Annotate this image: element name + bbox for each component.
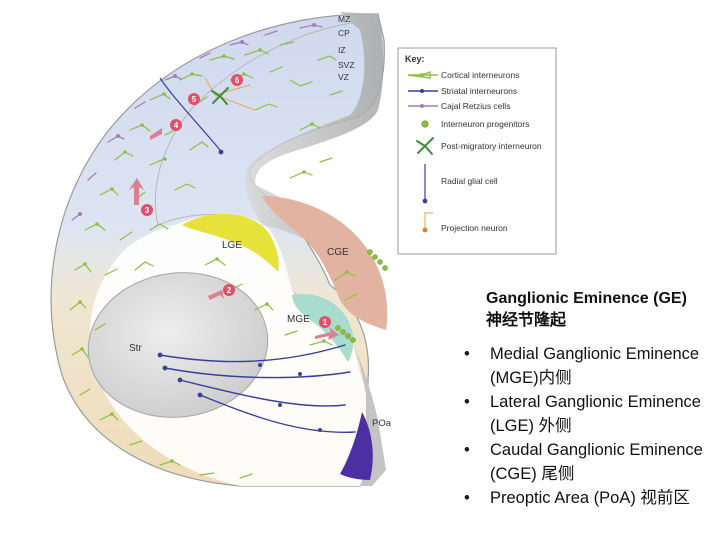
legend-label-cortical: Cortical interneurons [441,70,519,80]
layer-label-vz: VZ [338,72,349,82]
step-marker-5 [188,93,200,105]
legend-label-striatal: Striatal interneurons [441,86,517,96]
cortical-neuron-somata [78,48,349,463]
legend-item-progenitors: Interneuron progenitors [421,119,529,129]
legend-item-post-migratory: Post-migratory interneuron [416,137,542,155]
panel-subtitle: 神经节隆起 [486,310,567,329]
legend-label-cajal: Cajal Retzius cells [441,101,510,111]
step-label-2: 2 [227,286,232,295]
legend-label-projection: Projection neuron [441,223,508,233]
legend-item-projection: Projection neuron [422,212,508,233]
bullet-cge: • Caudal Ganglionic Eminence (CGE) 尾侧 [460,438,706,486]
step-label-4: 4 [174,121,179,130]
bullet-text-poa: Preoptic Area (PoA) 视前区 [490,489,690,507]
lge-region [182,213,279,272]
bullet-icon: • [464,489,470,507]
step-marker-4 [170,119,182,131]
bullet-poa: • Preoptic Area (PoA) 视前区 [460,486,706,510]
medial-rim-lower [352,340,386,486]
radial-glial-soma [218,149,224,155]
legend-item-cajal: Cajal Retzius cells [408,101,510,111]
striatal-somata [157,352,322,432]
step-label-5: 5 [192,95,197,104]
post-migratory-interneuron [211,87,229,105]
bullet-text-mge: Medial Ganglionic Eminence (MGE)内侧 [490,345,700,387]
bullet-text-cge: Caudal Ganglionic Eminence (CGE) 尾侧 [490,441,703,483]
mge-region [292,294,354,362]
post-migratory-neuron-icon [416,137,434,155]
region-bullet-list: • Medial Ganglionic Eminence (MGE)内侧 • Lat… [460,342,706,510]
step-markers: 1 2 3 4 5 6 [141,74,331,328]
bullet-icon: • [464,345,470,363]
bullet-text-lge: Lateral Ganglionic Eminence (LGE) 外侧 [490,393,701,435]
step-label-3: 3 [145,206,150,215]
cge-region [262,196,388,330]
legend-label-post-migratory: Post-migratory interneuron [441,141,542,151]
step-marker-6 [231,74,243,86]
projection-neuron-icon [424,212,433,230]
cajal-somata [78,23,316,216]
legend-item-cortical: Cortical interneurons [407,70,519,80]
layer-label-svz: SVZ [338,60,355,70]
label-str: Str [129,343,142,354]
legend-label-radial-glial: Radial glial cell [441,176,498,186]
legend-box: Key: Cortical interneurons Striatal inte… [397,47,557,255]
label-mge: MGE [287,314,310,325]
radial-glial-cell [159,77,221,151]
layer-labels: MZ CP IZ SVZ VZ [338,14,355,82]
layer-label-iz: IZ [338,45,346,55]
step-marker-3 [141,204,153,216]
bullet-mge: • Medial Ganglionic Eminence (MGE)内侧 [460,342,706,390]
panel-title: Ganglionic Eminence (GE) [486,290,687,307]
legend-item-striatal: Striatal interneurons [408,86,517,96]
bullet-icon: • [464,393,470,411]
label-cge: CGE [327,247,349,258]
layer-label-cp: CP [338,28,350,38]
bullet-icon: • [464,441,470,459]
step-marker-1 [319,316,331,328]
step-marker-2 [223,284,235,296]
legend-label-progenitors: Interneuron progenitors [441,119,529,129]
label-poa: POa [372,418,392,429]
progenitor-dot-icon [421,120,429,128]
legend-item-radial-glial: Radial glial cell [422,164,498,204]
legend-title: Key: [405,54,425,64]
bullet-lge: • Lateral Ganglionic Eminence (LGE) 外侧 [460,390,706,438]
striatum [87,272,269,418]
progenitor-chains [335,249,388,343]
step-label-1: 1 [323,318,328,327]
step-arrows [129,128,339,340]
poa-region [340,412,373,480]
label-lge: LGE [222,240,242,251]
layer-label-mz: MZ [338,14,350,24]
striatal-interneurons [159,344,356,433]
step-label-6: 6 [235,76,240,85]
